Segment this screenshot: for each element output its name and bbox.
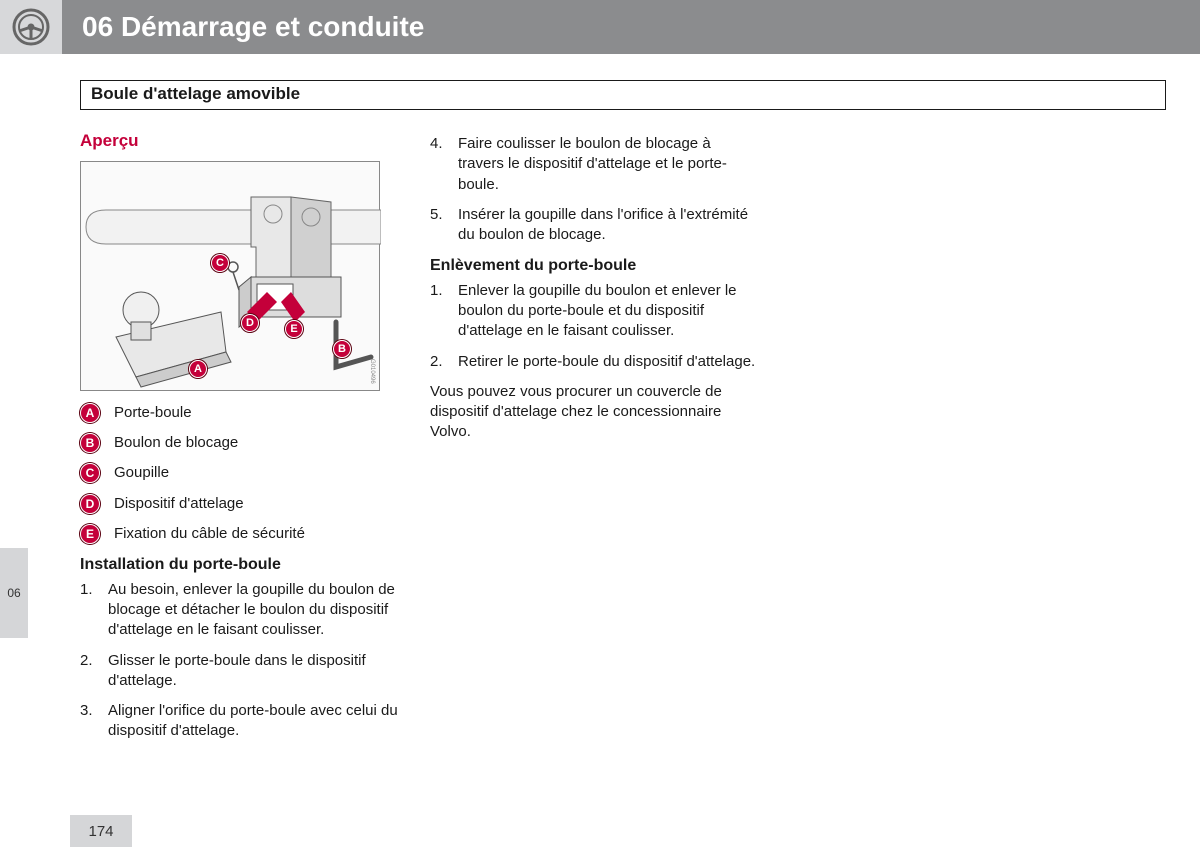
- page-number: 174: [70, 815, 132, 847]
- page-header: 06 Démarrage et conduite: [0, 0, 1200, 54]
- legend-text: Boulon de blocage: [114, 433, 238, 453]
- section-title: Boule d'attelage amovible: [80, 80, 1166, 110]
- list-item: Aligner l'orifice du porte-boule avec ce…: [80, 701, 410, 742]
- legend-text: Fixation du câble de sécurité: [114, 524, 305, 544]
- diagram-label-d: D: [241, 314, 259, 332]
- legend-list: A Porte-boule B Boulon de blocage C Goup…: [80, 403, 410, 544]
- side-chapter-tab: 06: [0, 548, 28, 638]
- legend-item: A Porte-boule: [80, 403, 410, 423]
- trailing-paragraph: Vous pouvez vous procurer un couvercle d…: [430, 382, 760, 443]
- diagram-label-c: C: [211, 254, 229, 272]
- chapter-icon-box: [0, 0, 62, 54]
- legend-item: C Goupille: [80, 463, 410, 483]
- list-item: Au besoin, enlever la goupille du boulon…: [80, 580, 410, 641]
- chapter-title-text: Démarrage et conduite: [121, 11, 424, 42]
- hitch-diagram: A B C D E G010496: [80, 161, 380, 391]
- steering-wheel-icon: [11, 7, 51, 47]
- install-steps: Au besoin, enlever la goupille du boulon…: [80, 580, 410, 742]
- list-item: Enlever la goupille du boulon et enlever…: [430, 281, 760, 342]
- chapter-number: 06: [82, 11, 113, 42]
- diagram-label-b: B: [333, 340, 351, 358]
- legend-letter: B: [80, 433, 100, 453]
- remove-heading: Enlèvement du porte-boule: [430, 255, 760, 277]
- figure-reference: G010496: [368, 359, 376, 384]
- install-heading: Installation du porte-boule: [80, 554, 410, 576]
- remove-steps: Enlever la goupille du boulon et enlever…: [430, 281, 760, 372]
- legend-letter: D: [80, 494, 100, 514]
- list-item: Retirer le porte-boule du dispositif d'a…: [430, 352, 760, 372]
- overview-heading: Aperçu: [80, 130, 410, 153]
- install-steps-continued: Faire coulisser le boulon de blocage à t…: [430, 134, 760, 245]
- legend-letter: A: [80, 403, 100, 423]
- column-2: Faire coulisser le boulon de blocage à t…: [430, 130, 760, 453]
- legend-text: Goupille: [114, 463, 169, 483]
- list-item: Faire coulisser le boulon de blocage à t…: [430, 134, 760, 195]
- diagram-label-e: E: [285, 320, 303, 338]
- chapter-title: 06 Démarrage et conduite: [82, 11, 424, 43]
- diagram-label-a: A: [189, 360, 207, 378]
- legend-item: D Dispositif d'attelage: [80, 494, 410, 514]
- legend-text: Dispositif d'attelage: [114, 494, 244, 514]
- legend-item: B Boulon de blocage: [80, 433, 410, 453]
- list-item: Glisser le porte-boule dans le dispositi…: [80, 651, 410, 692]
- legend-letter: C: [80, 463, 100, 483]
- legend-text: Porte-boule: [114, 403, 192, 423]
- legend-letter: E: [80, 524, 100, 544]
- legend-item: E Fixation du câble de sécurité: [80, 524, 410, 544]
- list-item: Insérer la goupille dans l'orifice à l'e…: [430, 205, 760, 246]
- column-1: Aperçu A: [80, 130, 410, 752]
